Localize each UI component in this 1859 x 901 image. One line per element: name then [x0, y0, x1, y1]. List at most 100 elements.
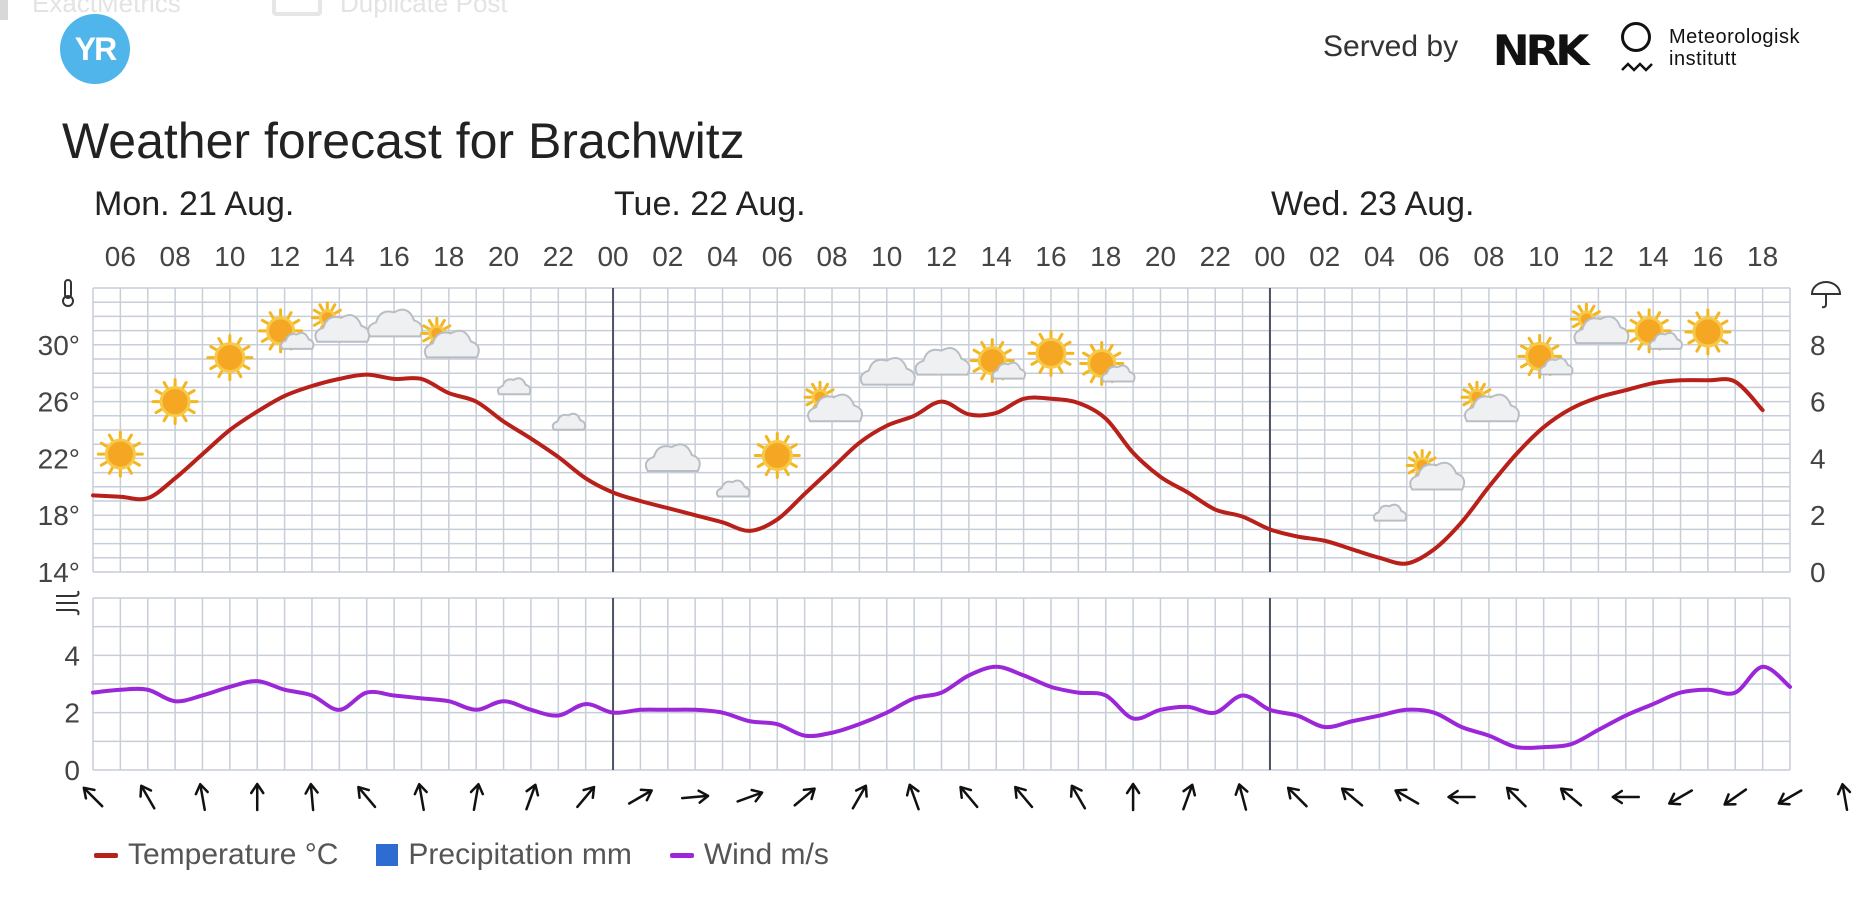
hour-label: 14 — [324, 241, 355, 272]
wind-arrow-icon — [1668, 789, 1694, 806]
wind-arrow-icon — [627, 788, 653, 805]
weather-icon-sun — [1684, 308, 1732, 356]
hour-label: 22 — [543, 241, 574, 272]
legend-precipitation[interactable]: Precipitation mm — [376, 838, 632, 872]
served-by-label: Served by — [1323, 30, 1459, 63]
wind-arrow-icon — [82, 786, 104, 808]
hour-label: 08 — [1473, 241, 1504, 272]
wind-arrow-icon — [304, 782, 319, 812]
forecast-chart: Mon. 21 Aug. Tue. 22 Aug. Wed. 23 Aug. 06 0… — [38, 185, 1852, 812]
hour-label: 10 — [871, 241, 902, 272]
hour-label: 16 — [1035, 241, 1066, 272]
precipitation-axis-label: 4 — [1810, 443, 1826, 474]
wind-arrow-icon — [1182, 783, 1197, 811]
yr-logo[interactable]: YR — [60, 14, 130, 84]
met-logo-line-1: Meteorologisk — [1669, 26, 1801, 48]
axis-tick-labels: 14° 18° 22° 26° 30° 0 2 4 6 8 0 2 4 — [38, 330, 1826, 786]
nrk-logo[interactable]: NRK — [1492, 26, 1590, 75]
legend-precipitation-label: Precipitation mm — [408, 838, 632, 871]
legend-wind[interactable]: Wind m/s — [669, 838, 829, 872]
hour-label: 20 — [1145, 241, 1176, 272]
ghost-edge — [0, 0, 8, 20]
hour-label: 14 — [981, 241, 1012, 272]
chart-legend: Temperature °C Precipitation mm Wind m/s — [94, 838, 867, 872]
day-label: Tue. 22 Aug. — [614, 185, 806, 223]
wind-arrow-icon — [1125, 782, 1141, 812]
wind-arrow-icon — [1394, 788, 1420, 805]
hour-label: 04 — [707, 241, 738, 272]
wind-arrow-icon — [959, 785, 979, 809]
legend-wind-swatch — [669, 852, 694, 858]
day-label: Wed. 23 Aug. — [1271, 185, 1475, 223]
series-lines — [91, 372, 1792, 751]
axis-icons — [56, 279, 1842, 616]
hour-label: 20 — [488, 241, 519, 272]
legend-precipitation-swatch — [376, 844, 399, 866]
day-labels: Mon. 21 Aug. Tue. 22 Aug. Wed. 23 Aug. — [94, 185, 1474, 223]
wind-arrow-icon — [1234, 783, 1249, 811]
hour-label: 08 — [816, 241, 847, 272]
hour-label: 18 — [433, 241, 464, 272]
weather-icon-moon — [1260, 464, 1275, 493]
wind-arrow-icon — [680, 789, 710, 804]
weather-icon-moon — [603, 433, 618, 462]
wind-direction-arrows — [82, 782, 1852, 812]
hour-tick-labels: 06 08 10 12 14 16 18 20 22 00 02 04 06 08 10 12 14 16 18 20… — [105, 241, 1778, 272]
hour-label: 18 — [1090, 241, 1121, 272]
temperature-grid — [92, 287, 1791, 573]
met-logo-wave-icon — [1621, 62, 1653, 72]
weather-icon-sun — [1027, 329, 1075, 377]
temperature-axis-label: 26° — [38, 387, 80, 418]
hour-label: 06 — [105, 241, 136, 272]
wind-arrow-icon — [139, 784, 156, 810]
hour-label: 04 — [1364, 241, 1395, 272]
thermometer-icon — [62, 279, 74, 307]
wind-arrow-icon — [576, 785, 596, 809]
wind-axis-label: 2 — [64, 698, 80, 729]
weather-icon-sun — [96, 430, 144, 478]
weather-icons — [96, 301, 1732, 522]
weather-icon-moon-cloud — [544, 398, 587, 431]
wind-arrow-icon — [469, 782, 485, 812]
background-toolbar-ghost: ExactMetrics Duplicate Post — [0, 0, 700, 22]
wind-arrow-icon — [357, 785, 377, 809]
wind-arrow-icon — [1611, 789, 1641, 805]
temperature-axis-label: 22° — [38, 443, 80, 474]
wind-arrow-icon — [905, 783, 920, 811]
hour-label: 06 — [1419, 241, 1450, 272]
hour-label: 16 — [1692, 241, 1723, 272]
hour-label: 12 — [269, 241, 300, 272]
ghost-exactmetrics-label: ExactMetrics — [32, 0, 181, 18]
wind-axis-label: 0 — [64, 755, 80, 786]
met-logo-text[interactable]: Meteorologisk institutt — [1669, 26, 1800, 70]
weather-icon-cloud — [914, 347, 971, 376]
hour-label: 08 — [160, 241, 191, 272]
day-label: Mon. 21 Aug. — [94, 185, 294, 223]
precipitation-axis-label: 6 — [1810, 387, 1826, 418]
weather-icon-cloud-sun-small — [1460, 380, 1520, 423]
wind-icon — [56, 590, 80, 616]
weather-icon-sun — [753, 432, 801, 480]
page-title: Weather forecast for Brachwitz — [62, 113, 745, 169]
met-logo-circle-icon — [1621, 22, 1651, 52]
hour-label: 02 — [1309, 241, 1340, 272]
wind-arrow-icon — [1505, 786, 1527, 808]
hour-label: 00 — [1254, 241, 1285, 272]
wind-arrow-icon — [249, 782, 265, 812]
wind-axis-label: 4 — [64, 640, 80, 671]
weather-icon-sun-cloud — [1626, 308, 1683, 354]
precipitation-axis-label: 8 — [1810, 330, 1826, 361]
wind-arrow-icon — [736, 788, 764, 803]
wind-arrow-icon — [413, 782, 428, 812]
weather-icon-moon-cloud-big — [644, 437, 701, 472]
weather-icon-moon-cloud — [708, 465, 751, 498]
weather-icon-sun-cloud — [969, 338, 1027, 384]
wind-arrow-icon — [1836, 782, 1852, 812]
weather-icon-sun — [206, 334, 254, 382]
legend-temperature[interactable]: Temperature °C — [94, 838, 338, 872]
temperature-axis-label: 14° — [38, 557, 80, 588]
weather-icon-moon — [1314, 479, 1329, 508]
wind-arrow-icon — [1286, 786, 1308, 808]
weather-icon-cloud-sun-small — [310, 301, 371, 343]
weather-icon-sun-cloud — [258, 308, 315, 354]
